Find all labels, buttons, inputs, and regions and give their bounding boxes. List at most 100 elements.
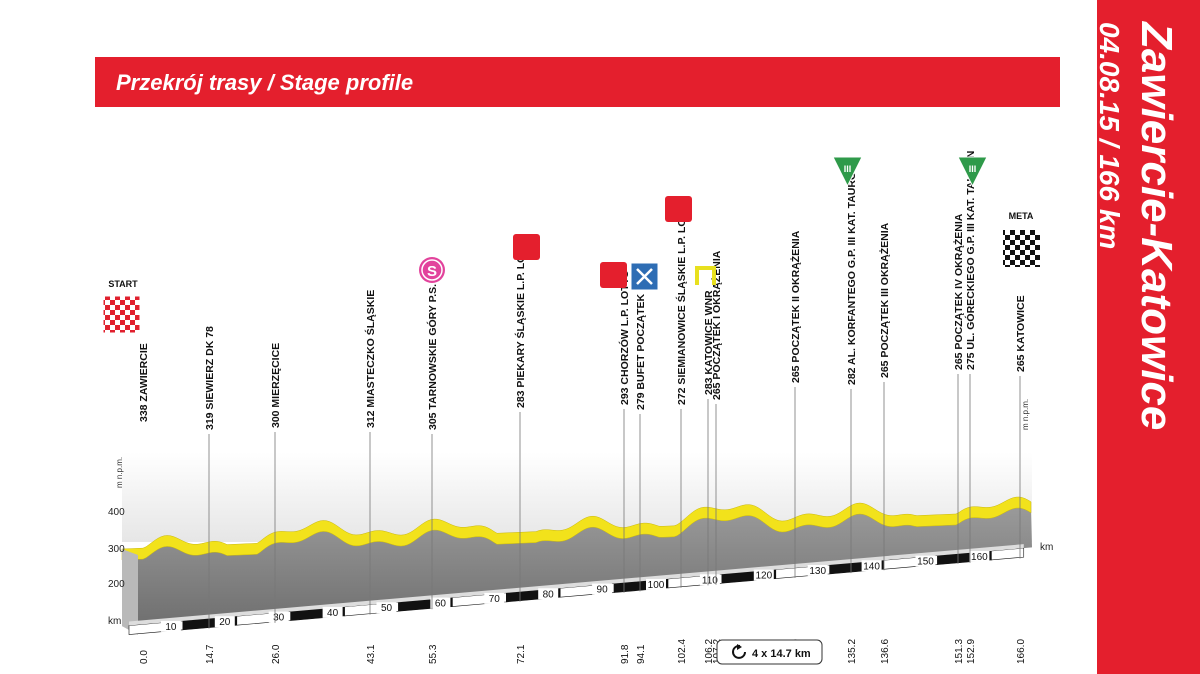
bonus-icon (513, 234, 540, 260)
ruler-label-bg (592, 583, 613, 595)
elevation-tick: 200 (108, 579, 125, 590)
waypoint-km: 151.3 (954, 639, 965, 664)
waypoint-label: 338 ZAWIERCIE (138, 343, 150, 422)
ruler-label-bg (484, 592, 505, 604)
ruler-tick: 70 (489, 594, 501, 605)
ruler-label-bg (214, 616, 235, 628)
waypoint-label: 283 PIEKARY ŚLĄSKIE L.P. LOTTO (514, 234, 527, 408)
ruler-label-bg (322, 606, 343, 618)
km-label: km (1040, 542, 1053, 553)
side-face (122, 549, 138, 635)
lap-box (716, 639, 823, 665)
waypoint-km: 0.0 (139, 650, 150, 664)
ruler-label-bg (969, 550, 990, 562)
start-label: START (108, 279, 138, 289)
ruler-label-bg (268, 611, 289, 623)
waypoint-km: 94.1 (636, 644, 647, 664)
sprint-icon (419, 257, 445, 283)
ruler-tick: 50 (381, 603, 393, 614)
ruler-label-bg (753, 569, 774, 581)
ruler-label-bg (861, 560, 882, 572)
start-flag (102, 295, 141, 334)
ruler-tick: 160 (971, 552, 988, 563)
bonus-icon (600, 262, 627, 288)
lap-arrow (732, 644, 746, 659)
climb-text: III (844, 164, 852, 174)
rock (122, 507, 1032, 627)
finish-flag (1003, 230, 1040, 267)
unit-label: m n.p.m. (1021, 399, 1030, 430)
waypoint-label: 275 UL. GÓRECKIEGO G.P. III KAT. TAURON (964, 151, 977, 370)
elevation-tick: 400 (108, 507, 125, 518)
ruler-top (129, 544, 1024, 626)
km-label: km (108, 616, 121, 627)
sprint-text: S (427, 263, 437, 280)
waypoint-label: 272 SIEMIANOWICE ŚLĄSKIE L.P. LOTTO (675, 198, 688, 405)
waypoint-km: 55.3 (428, 644, 439, 664)
waypoints: 338 ZAWIERCIE 0.0 319 SIEWIERZ DK 78 14.7 30… (138, 151, 1027, 664)
ruler: 10 20 30 40 50 60 70 80 90 100 110 120 130 140 150 160 (128, 544, 1025, 635)
waypoint-km: 166.0 (1016, 639, 1027, 664)
waypoint-label: 319 SIEWIERZ DK 78 (204, 326, 216, 430)
ruler-tick: 150 (917, 557, 934, 568)
waypoint-km: 91.8 (620, 644, 631, 664)
waypoint-label: 300 MIERZĘCICE (270, 343, 282, 428)
waypoint-km: 135.2 (847, 639, 858, 664)
waypoint-km: 106.2 (704, 639, 715, 664)
lap-text: 4 x 14.7 km (752, 648, 811, 660)
waypoint-label: 293 CHORZÓW L.P. LOTTO (618, 270, 631, 405)
terrain (121, 452, 1032, 635)
side-title: Zawiercie-Katowice (1132, 20, 1181, 430)
waypoint-label: 265 POCZĄTEK I OKRĄŻENIA (710, 250, 723, 400)
side-bar (1097, 0, 1200, 674)
ruler-tick: 60 (435, 599, 447, 610)
feed-symbol (636, 268, 653, 285)
ruler-tick: 20 (219, 617, 231, 628)
climb-icon (832, 156, 863, 188)
ruler-tick: 40 (327, 608, 339, 619)
waypoint-label: 283 KATOWICE WNR (703, 290, 715, 395)
finish-label: META (1009, 211, 1034, 221)
ruler-tick: 120 (755, 571, 772, 582)
ruler-label-bg (646, 578, 666, 590)
sprint-ring (421, 259, 443, 281)
waypoint-label: 265 POCZĄTEK IV OKRĄŻENIA (952, 213, 965, 370)
ruler-label-bg (915, 555, 936, 567)
sprint-zone-icon (695, 266, 716, 285)
ruler-label-bg (376, 602, 397, 614)
elevation-tick: 300 (108, 544, 125, 555)
header-bar (95, 57, 1060, 107)
bonus-icon (665, 196, 692, 222)
waypoint-label: 312 MIASTECZKO ŚLĄSKIE (364, 290, 377, 428)
ruler-tick: 90 (597, 585, 609, 596)
waypoint-km: 72.1 (516, 644, 527, 664)
waypoint-label: 279 BUFET POCZĄTEK (635, 293, 647, 410)
ruler-tick: 10 (165, 622, 177, 633)
waypoint-label: 265 POCZĄTEK II OKRĄŻENIA (789, 230, 802, 383)
ruler-tick: 140 (863, 561, 880, 572)
waypoint-label: 305 TARNOWSKIE GÓRY P.S. (426, 284, 439, 430)
waypoint-label: 265 KATOWICE (1015, 295, 1027, 372)
surface (121, 496, 1032, 561)
waypoint-km: 26.0 (271, 644, 282, 664)
side-subtitle: 04.08.15 / 166 km (1094, 22, 1125, 249)
waypoint-km: 136.6 (880, 639, 891, 664)
ruler-label-bg (699, 574, 720, 586)
ruler-tick: 100 (648, 580, 665, 591)
ruler-label-bg (538, 588, 559, 600)
ruler-label-bg (160, 620, 181, 632)
waypoint-km: 14.7 (205, 644, 216, 664)
waypoint-km: 43.1 (366, 644, 377, 664)
ruler-tick: 130 (809, 566, 826, 577)
waypoint-label: 282 AL. KORFANTEGO G.P. III KAT. TAURON (846, 164, 858, 385)
ruler-tick: 110 (702, 575, 718, 586)
ruler-label-bg (430, 597, 451, 609)
unit-label: m n.p.m. (115, 457, 124, 488)
waypoint-km: 102.4 (677, 639, 688, 664)
header-title: Przekrój trasy / Stage profile (116, 70, 413, 95)
climb-text: III (969, 164, 977, 174)
climb-icon (957, 156, 988, 188)
ruler-tick: 80 (543, 589, 555, 600)
